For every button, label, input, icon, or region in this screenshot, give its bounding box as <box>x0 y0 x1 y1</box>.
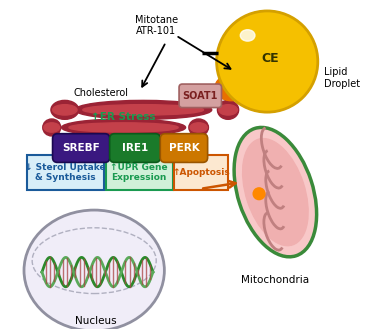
FancyBboxPatch shape <box>174 155 228 191</box>
Ellipse shape <box>53 105 77 115</box>
Ellipse shape <box>24 210 164 331</box>
Ellipse shape <box>219 105 237 115</box>
Ellipse shape <box>217 11 318 112</box>
FancyBboxPatch shape <box>110 134 160 162</box>
FancyBboxPatch shape <box>52 134 110 162</box>
Ellipse shape <box>189 119 208 136</box>
FancyBboxPatch shape <box>106 155 173 191</box>
Ellipse shape <box>240 30 255 41</box>
Ellipse shape <box>51 100 79 119</box>
Text: SOAT1: SOAT1 <box>183 91 218 101</box>
Text: IRE1: IRE1 <box>122 143 148 153</box>
Text: ↑Apoptosis: ↑Apoptosis <box>172 168 230 177</box>
Text: ↑UPR Gene
Expression: ↑UPR Gene Expression <box>110 163 168 182</box>
Ellipse shape <box>234 127 317 257</box>
Text: CE: CE <box>262 52 279 65</box>
Text: PERK: PERK <box>169 143 199 153</box>
Text: Mitochondria: Mitochondria <box>241 275 310 285</box>
Ellipse shape <box>253 188 265 200</box>
Ellipse shape <box>43 119 61 136</box>
Ellipse shape <box>44 123 60 132</box>
FancyBboxPatch shape <box>27 155 104 191</box>
Text: SREBF: SREBF <box>62 143 100 153</box>
Text: ↓ Sterol Uptake
& Synthesis: ↓ Sterol Uptake & Synthesis <box>25 163 106 182</box>
Ellipse shape <box>217 100 239 119</box>
Text: Lipid
Droplet: Lipid Droplet <box>324 67 361 89</box>
Ellipse shape <box>215 75 248 101</box>
Text: ↑ER Stress: ↑ER Stress <box>91 112 155 122</box>
FancyBboxPatch shape <box>160 134 208 162</box>
Ellipse shape <box>69 123 178 132</box>
Text: Nucleus: Nucleus <box>75 316 117 326</box>
FancyBboxPatch shape <box>179 84 221 108</box>
Ellipse shape <box>62 119 186 136</box>
Ellipse shape <box>83 105 203 115</box>
Ellipse shape <box>242 138 308 246</box>
Ellipse shape <box>75 100 212 119</box>
Text: Cholesterol: Cholesterol <box>73 88 128 98</box>
Ellipse shape <box>190 123 207 132</box>
Text: Mitotane
ATR-101: Mitotane ATR-101 <box>135 15 178 37</box>
